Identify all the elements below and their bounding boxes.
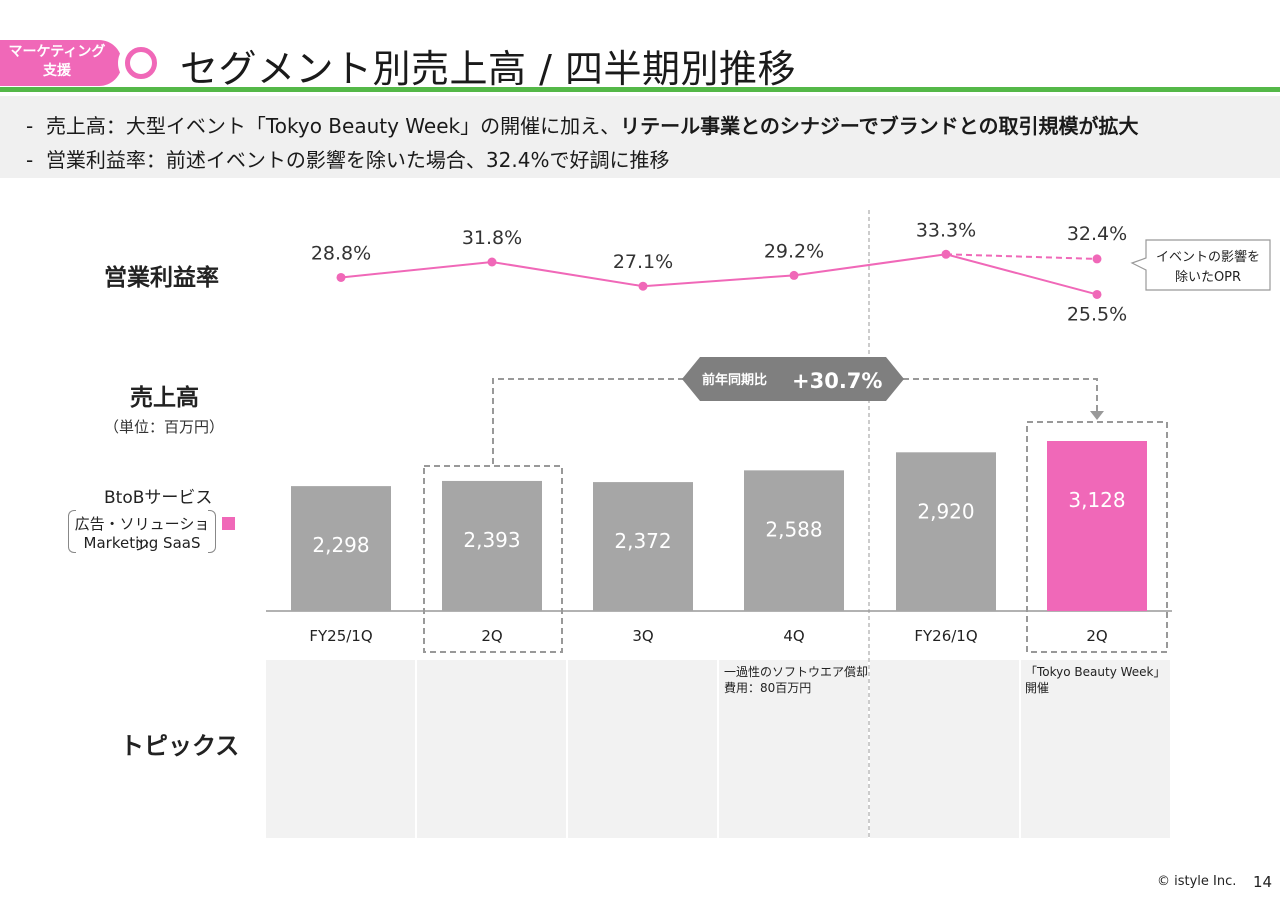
bullet-2: - 営業利益率：前述イベントの影響を除いた場合、32.4%で好調に推移 — [26, 144, 669, 173]
segment-label: BtoBサービス — [104, 488, 213, 508]
bar-value-label: 2,298 — [312, 533, 369, 557]
category-label: 4Q — [783, 627, 804, 645]
bar-2 — [442, 480, 542, 611]
category-label: FY25/1Q — [309, 627, 372, 645]
legend-bracket: 広告・ソリューション Marketing SaaS — [68, 510, 216, 555]
topic-cell — [266, 660, 415, 838]
bar-value-label: 2,372 — [614, 529, 671, 553]
callout-line1: イベントの影響を — [1156, 249, 1260, 265]
category-label: 3Q — [632, 627, 653, 645]
yoy-connector-right — [903, 378, 1098, 412]
segment-tag-line1: マーケティング — [8, 44, 106, 60]
bullet-dash: - — [26, 114, 34, 138]
topic-cell — [719, 660, 868, 838]
opm-point — [336, 272, 346, 282]
opm-adjusted-point — [1092, 254, 1102, 264]
yoy-value: +30.7% — [792, 369, 882, 393]
bullet-1-bold: リテール事業とのシナジーでブランドとの取引規模が拡大 — [620, 114, 1139, 138]
yoy-connector-left — [492, 378, 690, 464]
yoy-arrow-head — [1090, 411, 1104, 420]
bullet-1-text: 売上高：大型イベント「Tokyo Beauty Week」の開催に加え、 — [45, 114, 621, 138]
bar-1 — [291, 486, 391, 611]
opm-point — [1092, 289, 1102, 299]
copyright: © istyle Inc. — [1157, 874, 1237, 889]
bar-5 — [896, 452, 996, 611]
topic-cell — [417, 660, 566, 838]
category-label: 2Q — [481, 627, 502, 645]
topics-label: トピックス — [120, 732, 240, 760]
opm-label: 31.8% — [462, 227, 522, 249]
opm-label: 29.2% — [764, 240, 824, 262]
topic-cell — [870, 660, 1019, 838]
callout-line2: 除いたOPR — [1175, 270, 1241, 285]
legend-swatch — [222, 517, 235, 530]
opm-label: 33.3% — [916, 219, 976, 241]
opm-point — [941, 249, 951, 259]
page-title: セグメント別売上高 / 四半期別推移 — [180, 47, 796, 91]
category-label: 2Q — [1086, 627, 1107, 645]
opr-callout — [1130, 239, 1271, 291]
category-label: FY26/1Q — [914, 627, 977, 645]
yoy-prefix: 前年同期比 — [702, 372, 767, 388]
segment-tag: マーケティング 支援 — [0, 40, 122, 86]
opm-label: 27.1% — [613, 251, 673, 273]
legend-line1: 広告・ソリューション — [74, 515, 210, 554]
yoy-badge — [682, 357, 904, 401]
bullet-1: - 売上高：大型イベント「Tokyo Beauty Week」の開催に加え、リテ… — [26, 110, 1138, 139]
bar-value-label: 3,128 — [1068, 488, 1125, 512]
page-number: 14 — [1253, 873, 1273, 891]
topic-2q-line1: 「Tokyo Beauty Week」 — [1025, 665, 1166, 679]
legend-line2: Marketing SaaS — [83, 534, 201, 552]
opm-label: 28.8% — [311, 242, 371, 264]
topic-2q-line2: 開催 — [1025, 681, 1050, 695]
opm-adjusted-line — [945, 253, 1098, 260]
sales-label: 売上高 — [130, 385, 199, 411]
unit-label: （単位：百万円） — [104, 418, 225, 436]
bar-value-label: 2,920 — [917, 499, 974, 523]
opm-adjusted-label: 32.4% — [1067, 223, 1127, 245]
bar-3 — [593, 482, 693, 611]
topic-cell — [568, 660, 717, 838]
topic-4q: 一過性のソフトウエア償却 費用：80百万円 — [724, 664, 868, 696]
title-rule — [0, 87, 1280, 92]
bar-value-label: 2,393 — [463, 528, 520, 552]
summary-box: - 売上高：大型イベント「Tokyo Beauty Week」の開催に加え、リテ… — [0, 96, 1280, 178]
opm-point — [638, 281, 648, 291]
bar-value-label: 2,588 — [765, 517, 822, 541]
opm-label: 営業利益率 — [104, 265, 219, 291]
topic-4q-line2: 費用：80百万円 — [724, 681, 812, 695]
highlight-box-prev — [423, 465, 563, 653]
topic-cell — [1021, 660, 1170, 838]
opm-line — [340, 253, 1098, 296]
topic-2q: 「Tokyo Beauty Week」 開催 — [1025, 664, 1166, 696]
highlight-box-curr — [1026, 421, 1168, 653]
opm-point — [487, 257, 497, 267]
segment-tag-text: マーケティング 支援 — [6, 43, 108, 81]
bullet-2-text: 営業利益率：前述イベントの影響を除いた場合、32.4%で好調に推移 — [45, 148, 670, 172]
segment-tag-line2: 支援 — [43, 63, 71, 79]
ring-icon — [118, 40, 164, 86]
bar-4 — [744, 470, 844, 611]
opm-point — [789, 270, 799, 280]
topic-4q-line1: 一過性のソフトウエア償却 — [724, 665, 869, 679]
bar-6 — [1047, 441, 1147, 611]
bullet-dash: - — [26, 148, 34, 172]
opm-label: 25.5% — [1067, 303, 1127, 325]
